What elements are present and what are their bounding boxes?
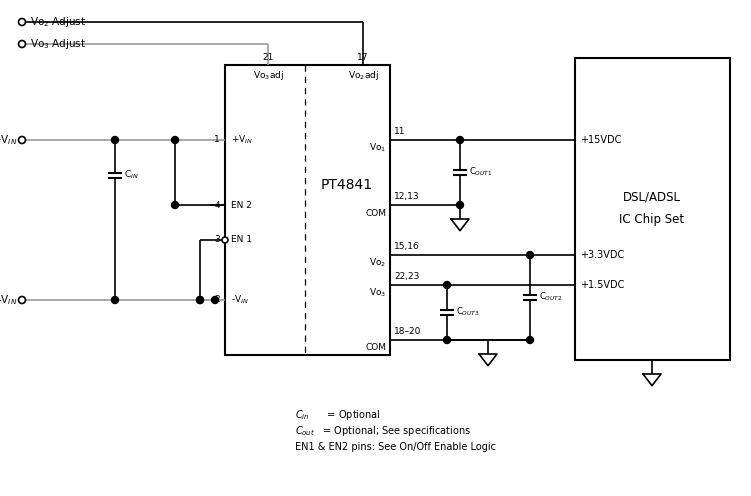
Text: 11: 11 <box>394 126 406 135</box>
Text: 12,13: 12,13 <box>394 191 420 200</box>
Circle shape <box>111 297 119 304</box>
Text: C$_{OUT2}$: C$_{OUT2}$ <box>539 291 562 303</box>
Circle shape <box>212 297 219 304</box>
Text: 1: 1 <box>214 135 220 144</box>
Circle shape <box>444 336 451 344</box>
Text: 15,16: 15,16 <box>394 242 420 250</box>
Text: +15VDC: +15VDC <box>580 135 621 145</box>
Text: 18–20: 18–20 <box>394 326 421 335</box>
Text: $C_{out}$   = Optional; See specifications: $C_{out}$ = Optional; See specifications <box>295 424 471 438</box>
Text: 22,23: 22,23 <box>394 271 419 281</box>
Circle shape <box>19 18 26 25</box>
Circle shape <box>19 297 26 304</box>
Text: Vo$_2$ Adjust: Vo$_2$ Adjust <box>30 15 86 29</box>
Circle shape <box>19 41 26 48</box>
Circle shape <box>171 201 179 208</box>
Circle shape <box>197 297 204 304</box>
Text: 2: 2 <box>214 296 220 305</box>
Text: 4: 4 <box>214 200 220 209</box>
Circle shape <box>457 201 463 208</box>
Text: 3: 3 <box>214 236 220 245</box>
Text: EN 2: EN 2 <box>231 200 252 209</box>
Text: -V$_{IN}$: -V$_{IN}$ <box>0 293 17 307</box>
Text: -V$_{IN}$: -V$_{IN}$ <box>231 294 249 306</box>
Bar <box>575 58 730 360</box>
Circle shape <box>526 336 533 344</box>
Circle shape <box>457 136 463 143</box>
Text: +3.3VDC: +3.3VDC <box>580 250 624 260</box>
Text: +V$_{IN}$: +V$_{IN}$ <box>231 134 253 146</box>
Text: PT4841: PT4841 <box>321 178 373 192</box>
Text: Vo$_1$: Vo$_1$ <box>369 142 386 154</box>
Circle shape <box>111 136 119 143</box>
Text: Vo$_3$adj: Vo$_3$adj <box>252 68 283 81</box>
Text: Vo$_3$: Vo$_3$ <box>369 287 386 299</box>
Text: +V$_{IN}$: +V$_{IN}$ <box>0 133 17 147</box>
Text: 21: 21 <box>262 53 273 62</box>
Text: C$_{OUT3}$: C$_{OUT3}$ <box>456 306 480 318</box>
Text: 17: 17 <box>357 53 369 62</box>
Text: Vo$_2$adj: Vo$_2$adj <box>348 68 379 81</box>
Text: COM: COM <box>365 208 386 218</box>
Text: DSL/ADSL: DSL/ADSL <box>623 190 681 203</box>
Text: Vo$_3$ Adjust: Vo$_3$ Adjust <box>30 37 86 51</box>
Text: EN1 & EN2 pins: See On/Off Enable Logic: EN1 & EN2 pins: See On/Off Enable Logic <box>295 442 496 452</box>
Text: $C_{in}$      = Optional: $C_{in}$ = Optional <box>295 408 381 422</box>
Circle shape <box>197 297 204 304</box>
Text: IC Chip Set: IC Chip Set <box>620 212 685 226</box>
Text: Vo$_2$: Vo$_2$ <box>369 257 386 269</box>
Text: C$_{OUT1}$: C$_{OUT1}$ <box>469 166 493 178</box>
Circle shape <box>444 282 451 289</box>
Text: COM: COM <box>365 344 386 353</box>
Text: +1.5VDC: +1.5VDC <box>580 280 624 290</box>
Circle shape <box>526 251 533 258</box>
Text: C$_{IN}$: C$_{IN}$ <box>124 169 139 181</box>
Text: EN 1: EN 1 <box>231 236 252 245</box>
Circle shape <box>171 136 179 143</box>
Bar <box>225 65 390 355</box>
Circle shape <box>222 237 228 243</box>
Circle shape <box>19 136 26 143</box>
